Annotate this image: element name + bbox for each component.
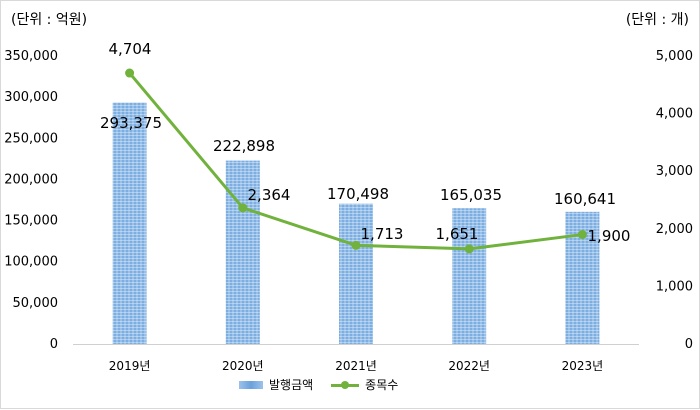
left-axis-tick-label: 250,000 bbox=[4, 131, 58, 146]
line-data-label: 2,364 bbox=[248, 186, 291, 204]
x-axis-tick-label: 2022년 bbox=[448, 359, 490, 373]
line-data-label: 4,704 bbox=[109, 40, 152, 58]
bar-data-label: 222,898 bbox=[213, 137, 275, 155]
legend-item-bar: 발행금액 bbox=[239, 376, 313, 393]
line-data-label: 1,651 bbox=[436, 225, 479, 243]
right-axis-tick-label: 3,000 bbox=[656, 164, 693, 179]
x-axis-tick-label: 2019년 bbox=[109, 359, 151, 373]
x-axis-tick-label: 2021년 bbox=[335, 359, 377, 373]
line-point bbox=[577, 230, 587, 240]
legend-swatch-bar bbox=[239, 380, 263, 389]
legend: 발행금액 종목수 bbox=[239, 376, 398, 393]
bar-data-label: 293,375 bbox=[100, 114, 162, 132]
left-axis-tick-label: 100,000 bbox=[4, 255, 58, 270]
bar bbox=[452, 208, 487, 344]
right-axis-unit: (단위 : 개) bbox=[625, 12, 689, 28]
line-point bbox=[125, 68, 135, 78]
line-data-label: 1,900 bbox=[588, 227, 631, 245]
bar bbox=[225, 160, 260, 344]
legend-label-bar: 발행금액 bbox=[269, 378, 314, 392]
left-axis-tick-label: 350,000 bbox=[4, 49, 58, 64]
left-axis-tick-label: 200,000 bbox=[4, 172, 58, 187]
left-axis-unit: (단위 : 억원) bbox=[11, 12, 88, 28]
right-axis-tick-label: 5,000 bbox=[656, 49, 693, 64]
x-axis-tick-label: 2023년 bbox=[562, 359, 604, 373]
left-axis-tick-label: 300,000 bbox=[4, 90, 58, 105]
x-axis-tick-label: 2020년 bbox=[222, 359, 264, 373]
bar-data-label: 170,498 bbox=[327, 185, 389, 203]
bar bbox=[112, 102, 147, 344]
bar-data-label: 165,035 bbox=[440, 186, 502, 204]
left-axis-tick-label: 0 bbox=[50, 337, 58, 352]
bar-data-label: 160,641 bbox=[554, 190, 616, 208]
legend-label-line: 종목수 bbox=[365, 378, 399, 392]
right-axis-tick-label: 0 bbox=[685, 337, 693, 352]
left-axis-tick-label: 50,000 bbox=[13, 296, 59, 311]
line-point bbox=[464, 244, 474, 254]
right-axis-tick-label: 2,000 bbox=[656, 222, 693, 237]
legend-item-line: 종목수 bbox=[331, 376, 398, 393]
line-point bbox=[351, 240, 361, 250]
bar bbox=[339, 203, 373, 344]
right-axis-tick-label: 4,000 bbox=[656, 107, 693, 122]
line-point bbox=[238, 203, 248, 213]
legend-swatch-line bbox=[331, 380, 360, 390]
line-data-label: 1,713 bbox=[361, 225, 404, 243]
right-axis-tick-label: 1,000 bbox=[656, 279, 693, 294]
left-axis-tick-label: 150,000 bbox=[4, 214, 58, 229]
